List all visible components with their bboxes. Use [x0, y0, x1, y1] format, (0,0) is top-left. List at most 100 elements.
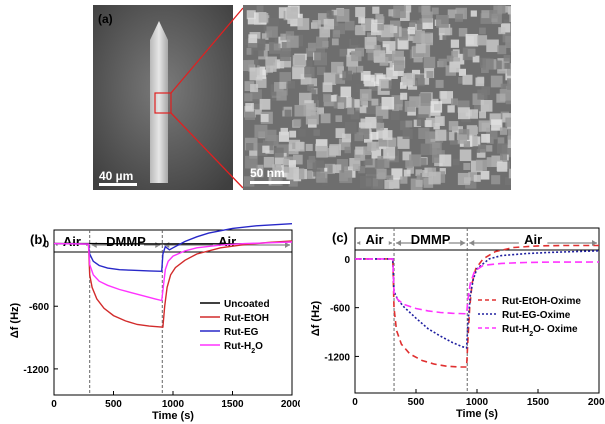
nanoparticle — [427, 167, 437, 177]
panel-a-label: (a) — [98, 12, 113, 26]
nanoparticle — [491, 13, 502, 25]
nanoparticle — [342, 70, 352, 81]
nanoparticle — [340, 86, 352, 98]
nanoparticle — [475, 159, 487, 171]
legend-label: Uncoated — [224, 299, 270, 310]
nanoparticle — [377, 23, 384, 31]
nanoparticle — [280, 56, 292, 68]
nanoparticle — [280, 127, 288, 136]
nanoparticle — [300, 73, 312, 85]
nanoparticle — [323, 19, 335, 30]
nanoparticle — [313, 46, 325, 58]
nanoparticle — [374, 159, 385, 170]
nanoparticle — [429, 141, 442, 154]
nanoparticle — [378, 138, 387, 147]
nanoparticle — [498, 27, 506, 35]
nanoparticle — [496, 162, 505, 172]
sem-image-left: (a) 40 µm — [93, 5, 233, 190]
nanoparticle — [307, 42, 316, 51]
nanoparticle — [262, 43, 270, 51]
nanoparticle — [309, 137, 316, 144]
nanoparticle — [328, 165, 337, 173]
nanoparticle — [337, 102, 345, 109]
nanoparticle — [474, 104, 483, 113]
nanoparticle — [329, 144, 342, 156]
nanoparticle — [416, 114, 429, 127]
nanoparticle — [344, 20, 355, 31]
series-line-rut-eg-oxime — [355, 250, 600, 349]
phase-label: DMMP — [411, 232, 451, 247]
nanoparticle — [323, 93, 332, 102]
nanoparticle — [265, 129, 277, 142]
nanoparticle — [365, 116, 377, 129]
nanoparticle — [322, 82, 333, 93]
nanoparticle — [438, 23, 451, 36]
x-tick-label: 500 — [105, 399, 122, 410]
nanoparticle — [434, 116, 445, 127]
nanoparticle — [360, 98, 368, 106]
nanoparticle — [331, 38, 339, 46]
nanoparticle-texture — [243, 5, 511, 190]
nanoparticle — [371, 98, 379, 106]
nanoparticle — [491, 155, 503, 167]
nanoparticle — [482, 58, 494, 70]
nanoparticle — [423, 56, 436, 69]
nanoparticle — [402, 151, 412, 161]
nanoparticle — [273, 43, 281, 51]
nanoparticle — [293, 119, 301, 128]
nanoparticle — [316, 36, 328, 49]
nanoparticle — [360, 175, 373, 189]
nanoparticle — [507, 135, 511, 148]
x-tick-label: 1000 — [162, 399, 185, 410]
nanoparticle — [480, 170, 490, 180]
zoom-box — [154, 92, 172, 114]
sem-image-right: 50 nm — [243, 5, 511, 190]
nanoparticle — [458, 68, 467, 76]
nanoparticle — [455, 7, 467, 20]
legend-label: Rut-EtOH-Oxime — [502, 296, 581, 307]
nanoparticle — [276, 90, 287, 101]
nanoparticle — [421, 5, 431, 15]
nanoparticle — [479, 111, 487, 119]
nanoparticle — [351, 38, 359, 46]
nanoparticle — [457, 134, 467, 144]
nanoparticle — [305, 48, 315, 57]
nanoparticle — [309, 89, 316, 96]
nanoparticle — [383, 146, 396, 159]
nanoparticle — [380, 24, 394, 38]
series-line-rut-etoh — [53, 240, 293, 328]
nanoparticle — [321, 179, 329, 186]
nanoparticle — [244, 81, 255, 91]
nanoparticle — [284, 109, 292, 117]
phase-arrowhead — [460, 240, 466, 246]
zoom-line-bottom — [170, 112, 244, 189]
y-axis-label: Δf (Hz) — [9, 302, 21, 338]
nanoparticle — [287, 14, 297, 24]
nanoparticle — [330, 95, 337, 102]
nanoparticle — [275, 152, 287, 165]
nanoparticle — [416, 20, 427, 30]
phase-arrowhead — [469, 240, 475, 246]
nanoparticle — [316, 145, 328, 158]
nanoparticle — [504, 177, 511, 185]
nanoparticle — [371, 148, 382, 159]
x-tick-label: 500 — [408, 397, 425, 408]
nanoparticle — [366, 167, 377, 179]
nanoparticle — [397, 136, 410, 149]
nanoparticle — [347, 66, 357, 75]
y-tick-label: -1200 — [324, 352, 350, 363]
nanoparticle — [352, 163, 360, 171]
nanoparticle — [433, 122, 440, 130]
nanoparticle — [244, 176, 255, 187]
nanoparticle — [389, 20, 401, 32]
nanoparticle — [326, 10, 334, 18]
nanoparticle — [411, 69, 421, 78]
series-line-rut-etoh-oxime — [355, 244, 599, 368]
nanoparticle — [354, 26, 363, 35]
nanoparticle — [342, 133, 352, 143]
nanoparticle — [503, 62, 510, 69]
nanoparticle — [351, 99, 360, 108]
nanorod — [150, 21, 168, 183]
nanoparticle — [313, 129, 320, 136]
nanoparticle — [472, 55, 480, 63]
